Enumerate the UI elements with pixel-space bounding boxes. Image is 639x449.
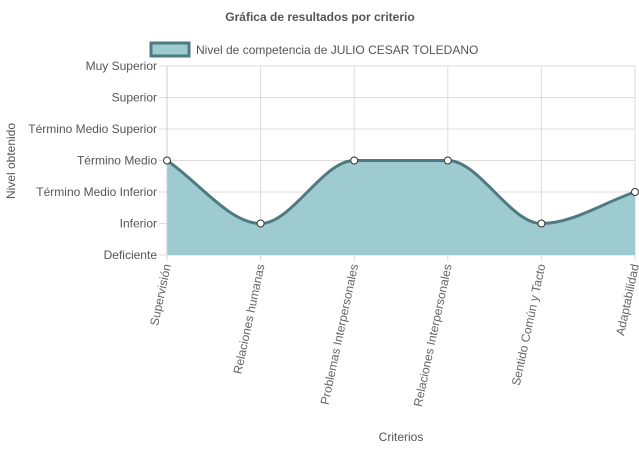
x-tick-label: Sentido Común y Tacto bbox=[509, 262, 549, 386]
data-point[interactable] bbox=[443, 156, 452, 165]
y-tick-label: Término Medio Inferior bbox=[36, 185, 157, 199]
y-tick-label: Deficiente bbox=[104, 248, 158, 262]
data-point[interactable] bbox=[350, 156, 359, 165]
series-line bbox=[166, 158, 636, 226]
x-tick-label: Adaptabilidad bbox=[613, 263, 639, 337]
y-tick-label: Inferior bbox=[120, 217, 157, 231]
data-point[interactable] bbox=[163, 156, 171, 165]
x-axis-title: Criterios bbox=[379, 430, 424, 444]
y-axis-title: Nivel obtenido bbox=[4, 123, 18, 199]
chart-title: Gráfica de resultados por criterio bbox=[225, 10, 414, 24]
data-point[interactable] bbox=[537, 219, 546, 228]
y-tick-label: Término Medio bbox=[77, 154, 157, 168]
legend-label: Nivel de competencia de JULIO CESAR TOLE… bbox=[196, 43, 478, 57]
y-tick-labels: Deficiente Inferior Término Medio Inferior… bbox=[28, 59, 157, 262]
legend-swatch bbox=[149, 41, 191, 58]
x-tick-label: Supervisión bbox=[147, 263, 174, 327]
x-tick-label: Relaciones Interpersonales bbox=[411, 263, 455, 408]
y-tick-label: Muy Superior bbox=[86, 59, 157, 73]
legend[interactable]: Nivel de competencia de JULIO CESAR TOLE… bbox=[149, 41, 478, 58]
series-area bbox=[167, 160, 635, 255]
plot-area bbox=[163, 66, 639, 255]
x-tick-label: Relaciones humanas bbox=[231, 263, 268, 376]
data-point[interactable] bbox=[256, 219, 265, 228]
y-tick-label: Superior bbox=[112, 91, 157, 105]
y-tick-label: Término Medio Superior bbox=[28, 122, 157, 136]
x-tick-labels: Supervisión Relaciones humanas Problemas I… bbox=[147, 262, 639, 407]
data-point[interactable] bbox=[631, 188, 639, 196]
x-tick-label: Problemas Interpersonales bbox=[318, 263, 362, 406]
